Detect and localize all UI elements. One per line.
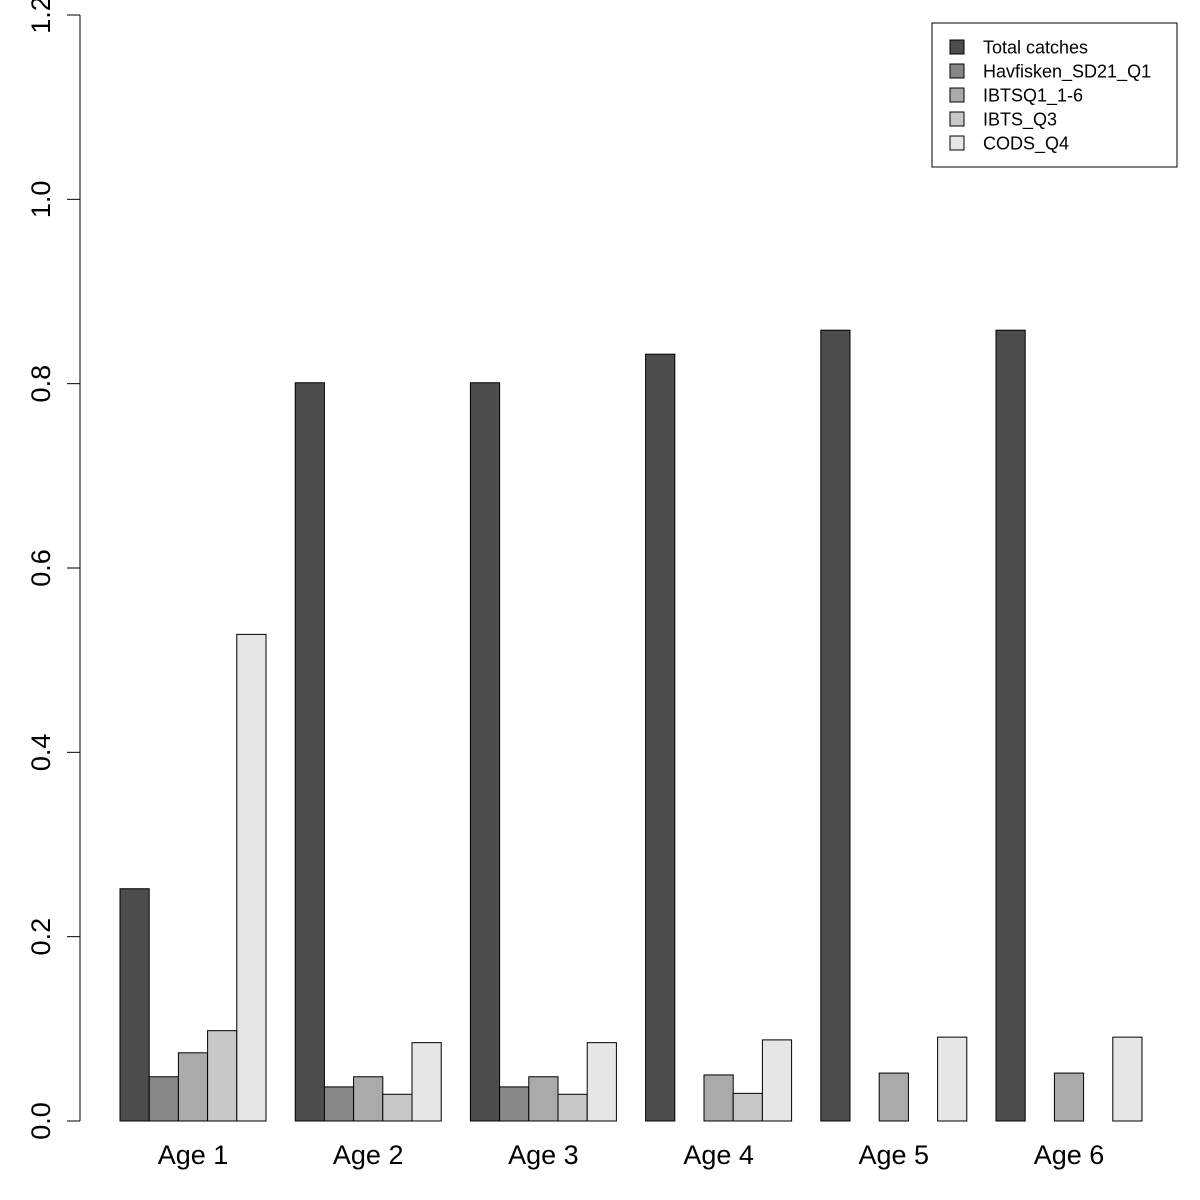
bar bbox=[382, 1093, 413, 1122]
bar bbox=[937, 1036, 968, 1122]
y-tick-label: 0.8 bbox=[26, 365, 56, 403]
legend-swatch bbox=[949, 87, 965, 103]
x-category-label: Age 2 bbox=[333, 1140, 404, 1170]
bar bbox=[645, 353, 676, 1122]
x-axis-labels: Age 1 Age 2 Age 3 Age 4 Age 5 Age 6 bbox=[158, 1140, 1105, 1170]
y-tick-label: 1.0 bbox=[26, 181, 56, 219]
bar bbox=[1053, 1072, 1085, 1122]
y-tick-label: 0.2 bbox=[26, 918, 56, 956]
legend-label: CODS_Q4 bbox=[983, 134, 1069, 155]
bar bbox=[294, 382, 325, 1122]
y-tick-label: 0.6 bbox=[26, 549, 56, 587]
y-tick-label: 0.0 bbox=[26, 1102, 56, 1140]
x-category-label: Age 3 bbox=[508, 1140, 579, 1170]
bar bbox=[820, 329, 851, 1122]
y-tick-label: 0.4 bbox=[26, 734, 56, 772]
x-category-label: Age 4 bbox=[683, 1140, 754, 1170]
legend: Total catches Havfisken_SD21_Q1 IBTSQ1_1-6… bbox=[931, 22, 1178, 168]
bar bbox=[148, 1076, 179, 1122]
bar bbox=[732, 1092, 763, 1122]
bar bbox=[177, 1052, 209, 1122]
bar bbox=[323, 1086, 355, 1122]
bar bbox=[469, 382, 501, 1122]
bar bbox=[119, 888, 150, 1122]
bar bbox=[703, 1074, 734, 1122]
x-category-label: Age 1 bbox=[158, 1140, 229, 1170]
bar bbox=[995, 329, 1026, 1122]
bar bbox=[353, 1076, 384, 1122]
x-category-label: Age 5 bbox=[859, 1140, 930, 1170]
bar bbox=[207, 1030, 238, 1122]
y-tick-label: 1.2 bbox=[26, 0, 56, 34]
bar bbox=[499, 1086, 530, 1122]
bar bbox=[1112, 1036, 1143, 1122]
legend-swatch bbox=[949, 135, 965, 151]
legend-label: Total catches bbox=[983, 38, 1088, 58]
legend-swatch bbox=[949, 111, 965, 127]
bar bbox=[411, 1042, 442, 1122]
x-category-label: Age 6 bbox=[1034, 1140, 1105, 1170]
bar bbox=[236, 633, 267, 1122]
legend-label: Havfisken_SD21_Q1 bbox=[983, 62, 1151, 83]
bar bbox=[586, 1042, 617, 1122]
bar bbox=[761, 1039, 793, 1122]
legend-label: IBTSQ1_1-6 bbox=[983, 86, 1083, 107]
bars bbox=[119, 329, 1143, 1122]
legend-swatch bbox=[949, 63, 965, 79]
bar bbox=[528, 1076, 559, 1122]
legend-box bbox=[931, 22, 1178, 168]
y-axis: 0.0 0.2 0.4 0.6 0.8 1.0 1.2 bbox=[26, 0, 81, 1140]
legend-label: IBTS_Q3 bbox=[983, 110, 1057, 131]
bar bbox=[878, 1072, 909, 1122]
legend-swatch bbox=[949, 39, 965, 55]
bar bbox=[557, 1093, 588, 1122]
